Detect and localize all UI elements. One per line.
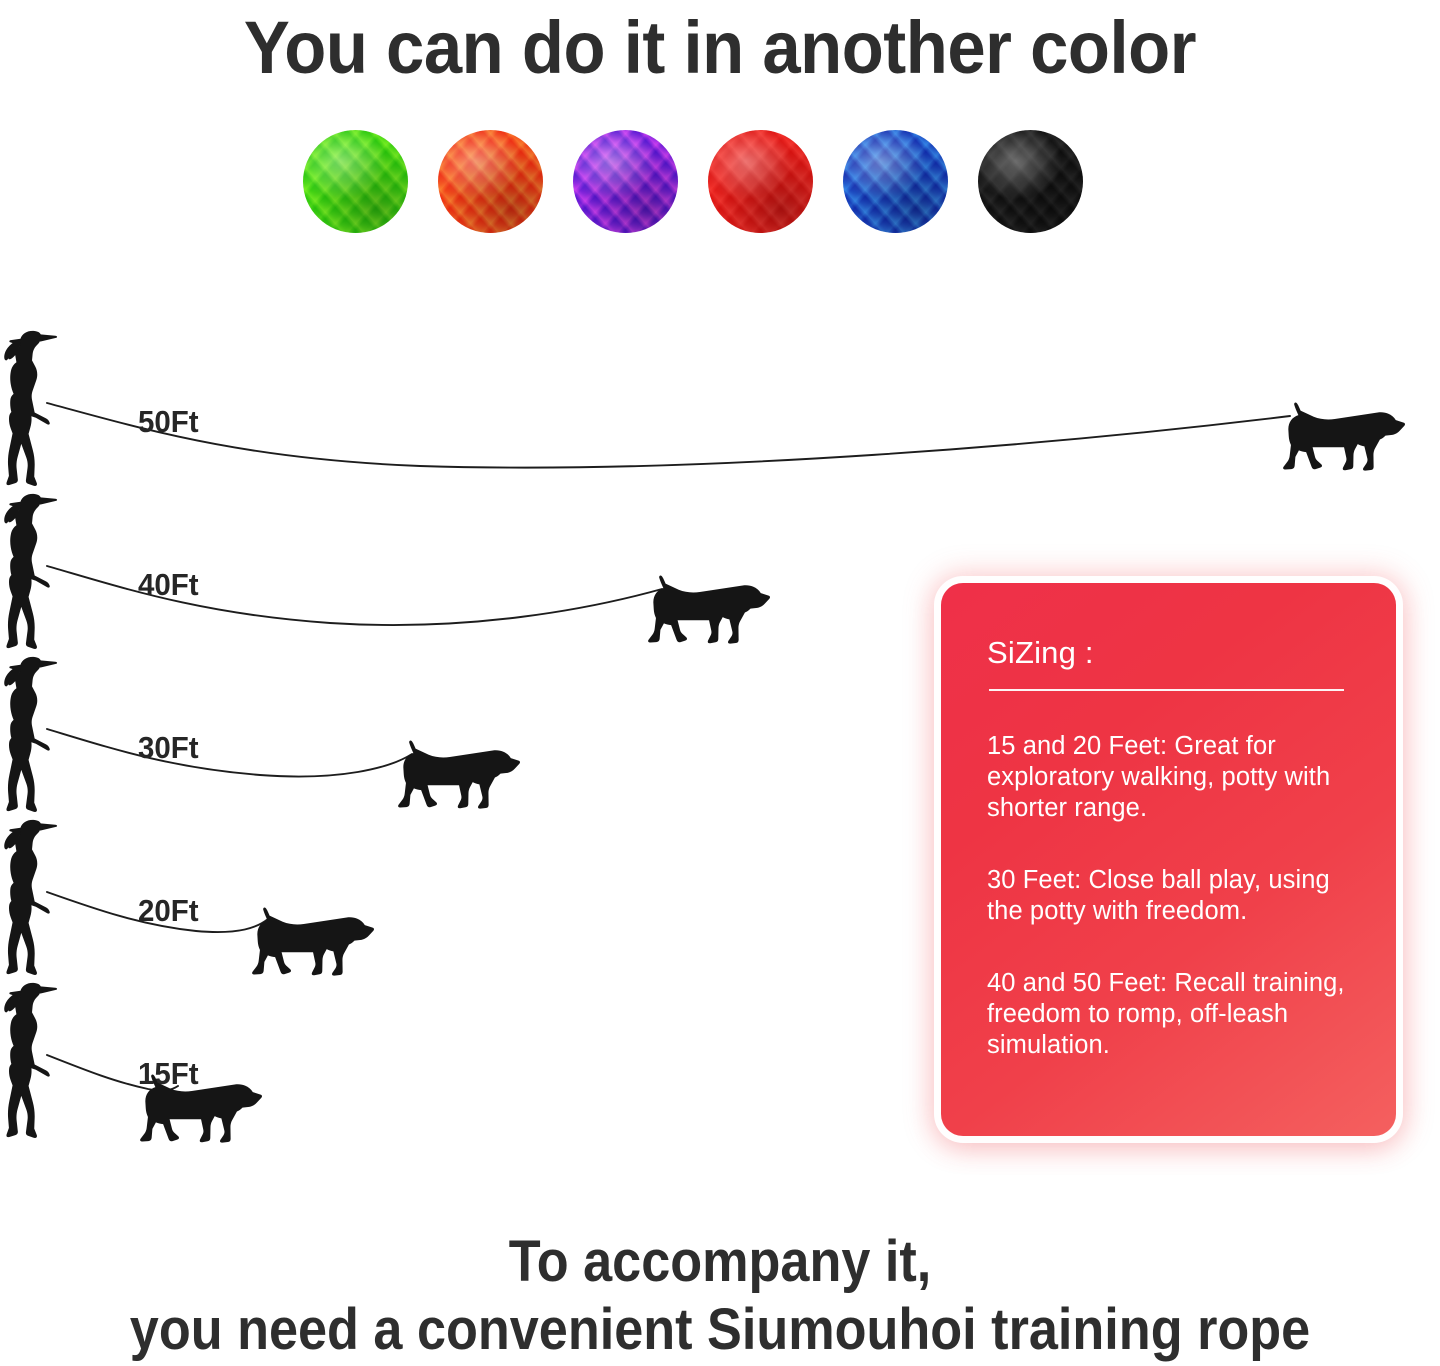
swatch-sheen [708,130,813,233]
rope-weave-texture-icon [303,130,408,233]
color-swatch-orange[interactable] [438,130,543,233]
sizing-card-body: 15 and 20 Feet: Great for exploratory wa… [987,731,1350,1061]
rope-weave-texture-icon [843,130,948,233]
person-silhouette-icon [4,819,58,976]
person-silhouette-icon [4,330,58,487]
swatch-sheen [438,130,543,233]
sizing-card-divider [989,689,1344,691]
person-silhouette-icon [4,493,58,650]
person-silhouette-icon [4,656,58,813]
color-swatch-row [303,130,1083,233]
sizing-card-heading: SiZing : [987,635,1094,670]
leash-row-30ft: 30Ft [0,642,1440,813]
sizing-note-40-50ft: 40 and 50 Feet: Recall training, freedom… [987,969,1345,1059]
sizing-note-30ft: 30 Feet: Close ball play, using the pott… [987,866,1330,925]
footer-caption-line-1: To accompany it, [508,1229,932,1294]
leash-row-15ft: 15Ft [0,968,1440,1146]
length-label-50ft: 50Ft [138,404,199,439]
leash-length-diagram: 50Ft 40Ft 30Ft [0,316,1440,1146]
leash-row-20ft: 20Ft [0,805,1440,976]
color-swatch-green[interactable] [303,130,408,233]
sizing-info-card: SiZing : 15 and 20 Feet: Great for explo… [941,583,1396,1136]
length-label-20ft: 20Ft [138,893,199,928]
leash-row-40ft: 40Ft [0,479,1440,650]
length-label-30ft: 30Ft [138,730,199,765]
swatch-sheen [978,130,1083,233]
leash-line-40ft [46,565,663,626]
footer-caption: To accompany it, you need a convenient S… [72,1228,1368,1364]
rope-weave-texture-icon [978,130,1083,233]
page-title: You can do it in another color [243,6,1197,89]
leash-line-30ft [46,728,413,778]
footer-caption-line-2: you need a convenient Siumouhoi training… [129,1297,1311,1362]
leash-line-20ft [46,891,269,933]
leash-line-50ft [46,402,1291,469]
person-silhouette-icon [4,982,58,1139]
leash-row-50ft: 50Ft [0,316,1440,487]
sizing-note-15-20ft: 15 and 20 Feet: Great for exploratory wa… [987,732,1331,822]
length-label-15ft: 15Ft [138,1056,199,1091]
rope-weave-texture-icon [438,130,543,233]
dog-silhouette-icon [1283,402,1405,471]
rope-weave-texture-icon [708,130,813,233]
dog-silhouette-icon [140,1074,263,1143]
swatch-sheen [843,130,948,233]
swatch-sheen [303,130,408,233]
color-swatch-purple[interactable] [573,130,678,233]
color-swatch-red[interactable] [708,130,813,233]
color-swatch-black[interactable] [978,130,1083,233]
swatch-sheen [573,130,678,233]
rope-weave-texture-icon [573,130,678,233]
color-swatch-blue[interactable] [843,130,948,233]
length-label-40ft: 40Ft [138,567,199,602]
dog-silhouette-icon [648,575,771,644]
